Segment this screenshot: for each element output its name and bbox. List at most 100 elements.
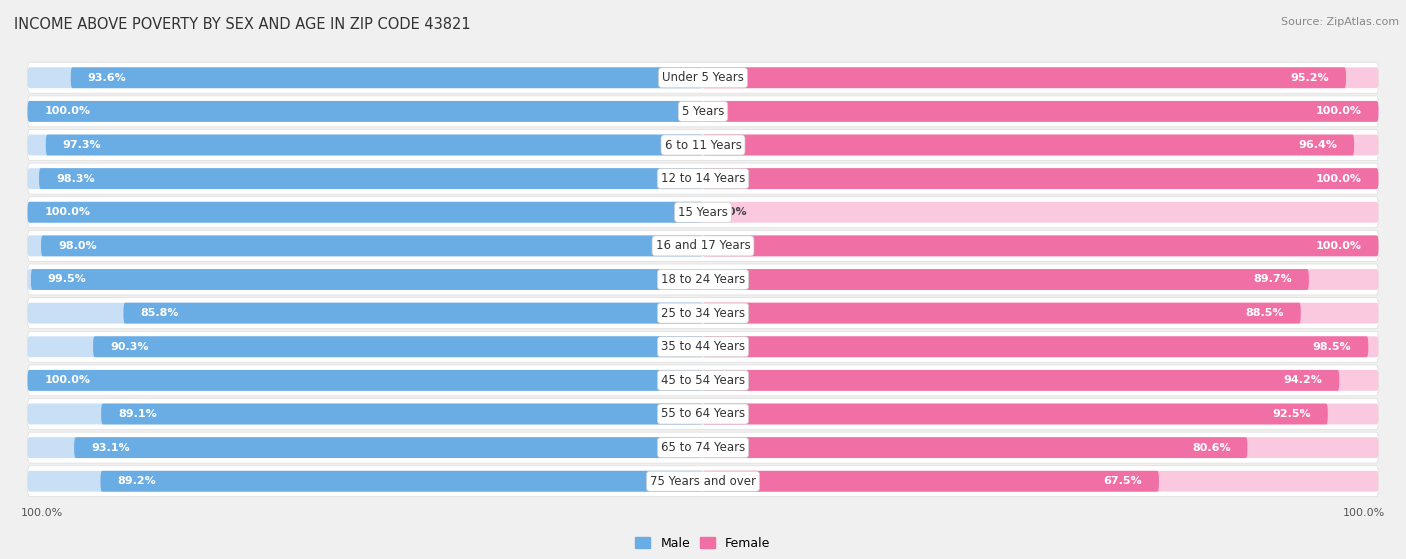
- FancyBboxPatch shape: [41, 235, 703, 256]
- Text: 80.6%: 80.6%: [1192, 443, 1230, 453]
- Text: 67.5%: 67.5%: [1104, 476, 1142, 486]
- FancyBboxPatch shape: [28, 163, 1378, 194]
- Text: 12 to 14 Years: 12 to 14 Years: [661, 172, 745, 185]
- Text: 15 Years: 15 Years: [678, 206, 728, 219]
- Text: 100.0%: 100.0%: [1316, 241, 1361, 251]
- FancyBboxPatch shape: [703, 269, 1378, 290]
- FancyBboxPatch shape: [28, 471, 703, 492]
- FancyBboxPatch shape: [28, 370, 703, 391]
- FancyBboxPatch shape: [28, 297, 1378, 329]
- FancyBboxPatch shape: [28, 202, 703, 222]
- FancyBboxPatch shape: [703, 168, 1378, 189]
- Text: 98.3%: 98.3%: [56, 174, 94, 183]
- FancyBboxPatch shape: [703, 337, 1378, 357]
- Text: 45 to 54 Years: 45 to 54 Years: [661, 374, 745, 387]
- FancyBboxPatch shape: [703, 135, 1378, 155]
- FancyBboxPatch shape: [28, 437, 703, 458]
- FancyBboxPatch shape: [703, 370, 1340, 391]
- FancyBboxPatch shape: [28, 466, 1378, 497]
- FancyBboxPatch shape: [703, 404, 1378, 424]
- Text: 16 and 17 Years: 16 and 17 Years: [655, 239, 751, 252]
- FancyBboxPatch shape: [703, 67, 1378, 88]
- FancyBboxPatch shape: [703, 471, 1378, 492]
- FancyBboxPatch shape: [703, 235, 1378, 256]
- FancyBboxPatch shape: [703, 437, 1378, 458]
- Text: 95.2%: 95.2%: [1291, 73, 1329, 83]
- FancyBboxPatch shape: [28, 399, 1378, 429]
- Text: 88.5%: 88.5%: [1246, 308, 1284, 318]
- Text: 90.3%: 90.3%: [110, 342, 149, 352]
- Text: 89.1%: 89.1%: [118, 409, 157, 419]
- FancyBboxPatch shape: [703, 437, 1247, 458]
- FancyBboxPatch shape: [703, 337, 1368, 357]
- Text: 94.2%: 94.2%: [1284, 376, 1323, 385]
- Text: 100.0%: 100.0%: [45, 106, 90, 116]
- Text: 6 to 11 Years: 6 to 11 Years: [665, 139, 741, 151]
- Text: 75 Years and over: 75 Years and over: [650, 475, 756, 488]
- FancyBboxPatch shape: [28, 370, 703, 391]
- FancyBboxPatch shape: [28, 264, 1378, 295]
- Text: 65 to 74 Years: 65 to 74 Years: [661, 441, 745, 454]
- FancyBboxPatch shape: [93, 337, 703, 357]
- FancyBboxPatch shape: [703, 269, 1309, 290]
- FancyBboxPatch shape: [28, 96, 1378, 127]
- Text: Source: ZipAtlas.com: Source: ZipAtlas.com: [1281, 17, 1399, 27]
- Text: 89.2%: 89.2%: [117, 476, 156, 486]
- Text: 99.5%: 99.5%: [48, 274, 87, 285]
- FancyBboxPatch shape: [101, 404, 703, 424]
- Text: 85.8%: 85.8%: [141, 308, 179, 318]
- FancyBboxPatch shape: [703, 202, 1378, 222]
- FancyBboxPatch shape: [70, 67, 703, 88]
- FancyBboxPatch shape: [28, 101, 703, 122]
- FancyBboxPatch shape: [28, 235, 703, 256]
- Text: 100.0%: 100.0%: [45, 376, 90, 385]
- FancyBboxPatch shape: [703, 168, 1378, 189]
- Text: 97.3%: 97.3%: [63, 140, 101, 150]
- Text: 98.0%: 98.0%: [58, 241, 97, 251]
- FancyBboxPatch shape: [703, 303, 1378, 324]
- FancyBboxPatch shape: [703, 471, 1159, 492]
- Text: 93.1%: 93.1%: [91, 443, 129, 453]
- Text: 100.0%: 100.0%: [1316, 174, 1361, 183]
- FancyBboxPatch shape: [703, 101, 1378, 122]
- FancyBboxPatch shape: [28, 303, 703, 324]
- Text: 100.0%: 100.0%: [45, 207, 90, 217]
- FancyBboxPatch shape: [124, 303, 703, 324]
- FancyBboxPatch shape: [75, 437, 703, 458]
- FancyBboxPatch shape: [28, 404, 703, 424]
- Text: 89.7%: 89.7%: [1253, 274, 1292, 285]
- Text: 5 Years: 5 Years: [682, 105, 724, 118]
- FancyBboxPatch shape: [39, 168, 703, 189]
- FancyBboxPatch shape: [703, 67, 1346, 88]
- FancyBboxPatch shape: [28, 365, 1378, 396]
- FancyBboxPatch shape: [28, 197, 1378, 228]
- FancyBboxPatch shape: [28, 432, 1378, 463]
- FancyBboxPatch shape: [28, 331, 1378, 362]
- FancyBboxPatch shape: [28, 67, 703, 88]
- Legend: Male, Female: Male, Female: [630, 532, 776, 555]
- Text: 100.0%: 100.0%: [1316, 106, 1361, 116]
- FancyBboxPatch shape: [28, 269, 703, 290]
- FancyBboxPatch shape: [28, 130, 1378, 160]
- FancyBboxPatch shape: [46, 135, 703, 155]
- FancyBboxPatch shape: [28, 168, 703, 189]
- FancyBboxPatch shape: [703, 404, 1327, 424]
- Text: 100.0%: 100.0%: [21, 508, 63, 518]
- Text: Under 5 Years: Under 5 Years: [662, 71, 744, 84]
- FancyBboxPatch shape: [703, 235, 1378, 256]
- Text: 25 to 34 Years: 25 to 34 Years: [661, 307, 745, 320]
- FancyBboxPatch shape: [28, 135, 703, 155]
- FancyBboxPatch shape: [28, 202, 703, 222]
- Text: 55 to 64 Years: 55 to 64 Years: [661, 408, 745, 420]
- Text: 98.5%: 98.5%: [1313, 342, 1351, 352]
- FancyBboxPatch shape: [31, 269, 703, 290]
- FancyBboxPatch shape: [28, 101, 703, 122]
- Text: INCOME ABOVE POVERTY BY SEX AND AGE IN ZIP CODE 43821: INCOME ABOVE POVERTY BY SEX AND AGE IN Z…: [14, 17, 471, 32]
- FancyBboxPatch shape: [28, 230, 1378, 262]
- Text: 100.0%: 100.0%: [1343, 508, 1385, 518]
- Text: 18 to 24 Years: 18 to 24 Years: [661, 273, 745, 286]
- Text: 35 to 44 Years: 35 to 44 Years: [661, 340, 745, 353]
- Text: 96.4%: 96.4%: [1298, 140, 1337, 150]
- Text: 0.0%: 0.0%: [717, 207, 747, 217]
- Text: 92.5%: 92.5%: [1272, 409, 1310, 419]
